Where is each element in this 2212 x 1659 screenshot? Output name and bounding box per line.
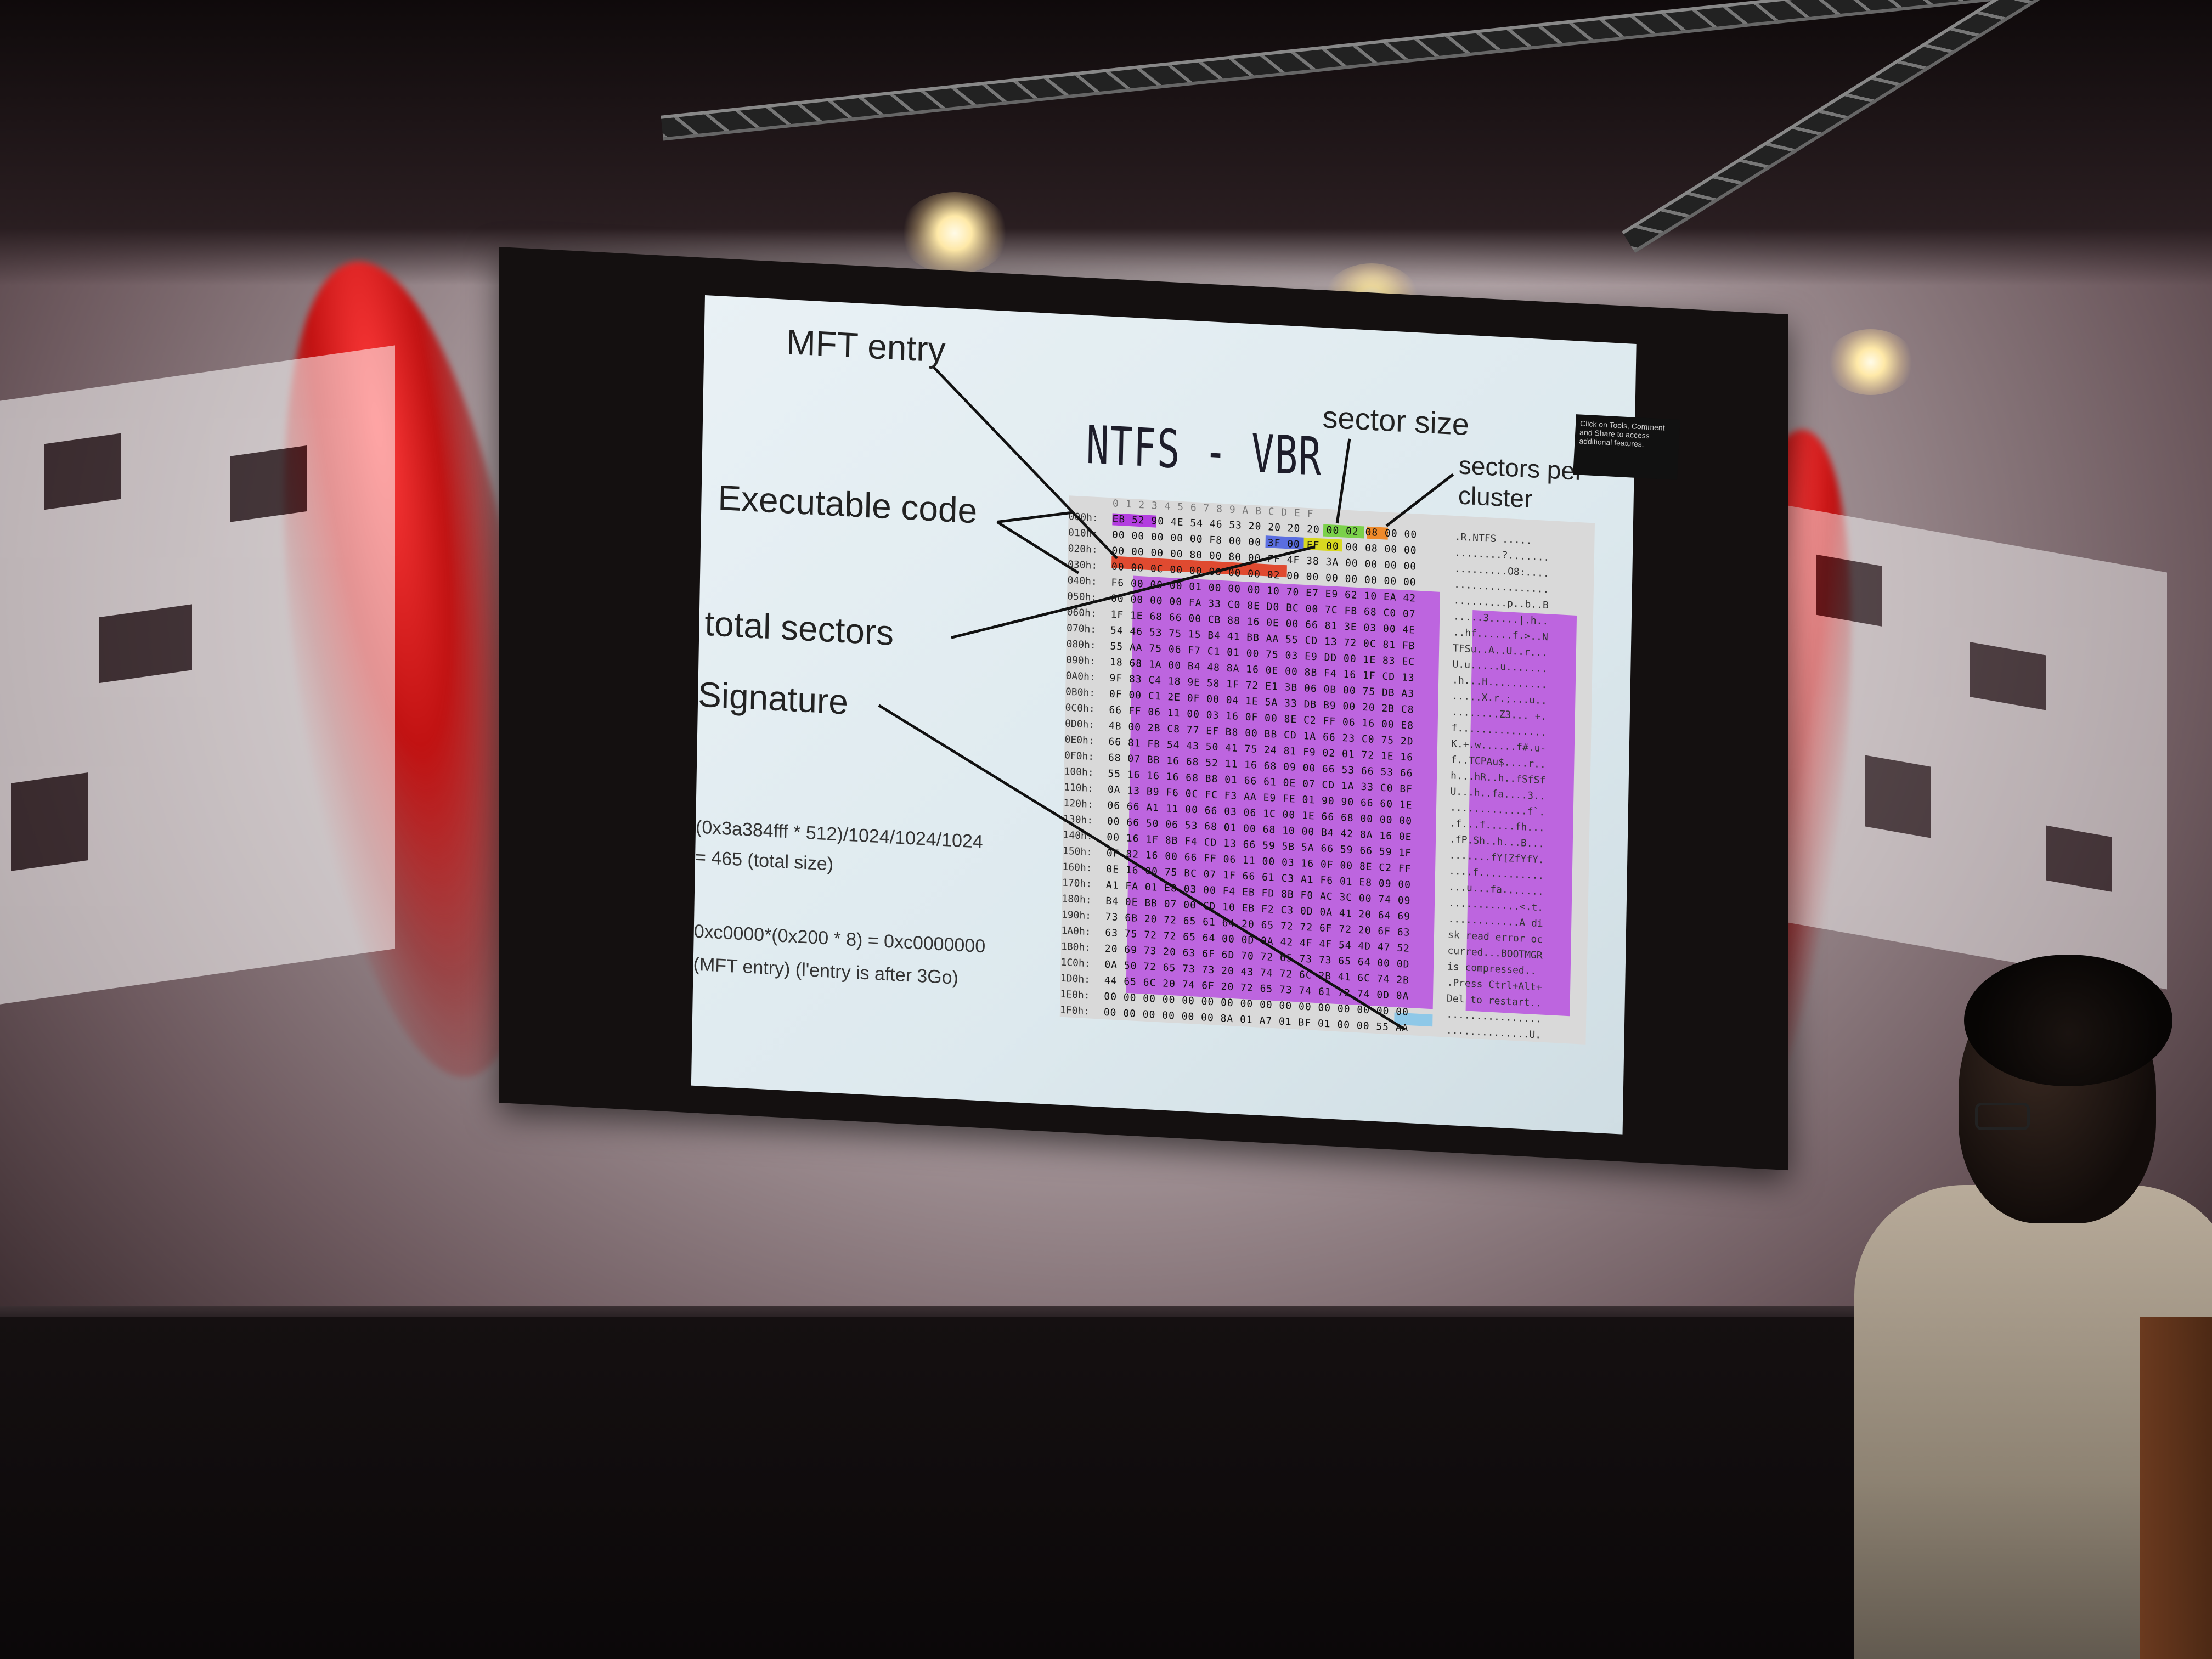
chair <box>2140 1317 2212 1659</box>
light-pattern-left <box>0 345 395 1005</box>
stage-spotlight <box>1827 329 1915 395</box>
glasses <box>1975 1103 2030 1130</box>
arrow-mft-entry <box>933 366 1119 560</box>
audience-member-hair <box>1964 955 2172 1086</box>
arrow-sectors-per-cluster <box>1385 473 1454 527</box>
stage-spotlight <box>900 192 1009 274</box>
tooltip-box: Click on Tools, Comment and Share to acc… <box>1573 414 1680 480</box>
ceiling <box>0 0 2212 285</box>
light-pattern-right <box>1772 503 2167 990</box>
annotation-arrows <box>878 366 1454 1031</box>
presentation-slide: NTFS - VBR MFT entry sector size sectors… <box>691 295 1637 1135</box>
arrow-sector-size <box>1335 438 1351 524</box>
arrow-executable-code-2 <box>996 521 1080 574</box>
arrow-executable-code-1 <box>997 511 1075 523</box>
arrow-total-sectors <box>951 545 1316 639</box>
arrow-signature <box>878 704 1406 1031</box>
stage-floor <box>0 1317 2212 1659</box>
